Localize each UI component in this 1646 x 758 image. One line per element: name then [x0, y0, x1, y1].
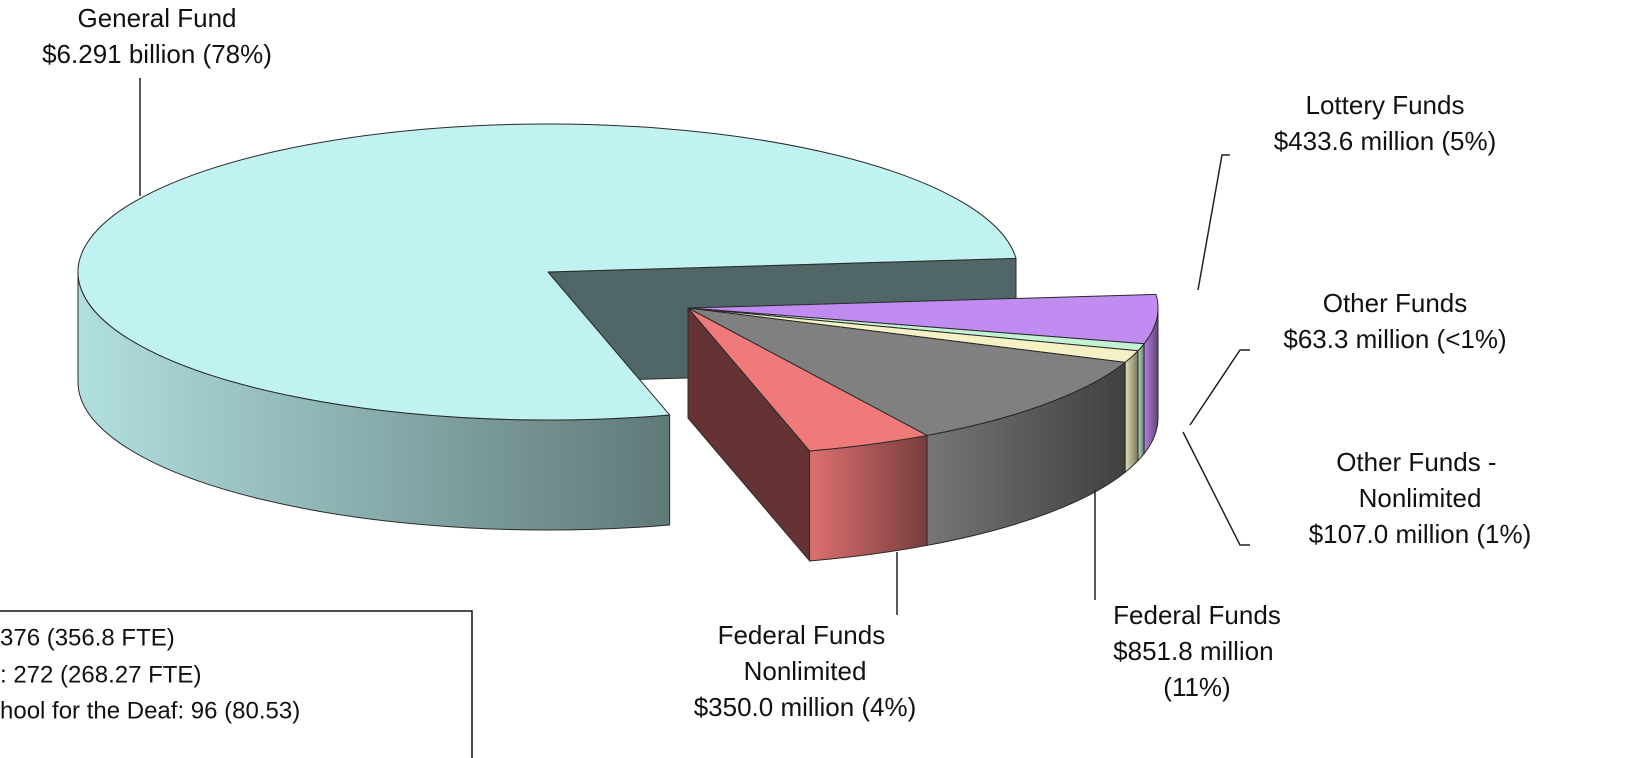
slice-label: Lottery Funds: [1306, 90, 1465, 120]
slice-value-label: $6.291 billion (78%): [42, 39, 272, 69]
slice-value-label: $107.0 million (1%): [1309, 519, 1532, 549]
note-frame: [0, 610, 473, 758]
slice-value-label: $433.6 million (5%): [1274, 126, 1497, 156]
slice-side: [1124, 350, 1139, 473]
slice-label: Other Funds: [1323, 288, 1468, 318]
pie: [77, 123, 1159, 562]
slice-top: [687, 293, 1159, 345]
note-line: hool for the Deaf: 96 (80.53): [0, 697, 300, 724]
leader-line: [1182, 431, 1250, 546]
labels: General Fund $6.291 billion (78%) Lottery …: [42, 3, 1531, 722]
slice-value-label: $63.3 million (<1%): [1283, 324, 1506, 354]
slice-label: Other Funds - Nonlimited: [1336, 447, 1504, 513]
note-box: 376 (356.8 FTE) : 272 (268.27 FTE) hool …: [0, 610, 473, 758]
leader-line: [1197, 154, 1230, 291]
slice-top: [77, 123, 1017, 421]
leader-line: [1189, 349, 1250, 426]
note-line: : 272 (268.27 FTE): [0, 661, 201, 688]
slice-value-label: $350.0 million (4%): [694, 692, 917, 722]
slice: [687, 307, 928, 562]
slice-label: Federal Funds: [1113, 600, 1281, 630]
note-line: 376 (356.8 FTE): [0, 624, 175, 651]
slice-label: General Fund: [78, 3, 237, 33]
slice-value-label: $851.8 million (11%): [1113, 636, 1281, 702]
slice-top: [687, 307, 928, 452]
slice-side: [1137, 343, 1145, 462]
slice-top: [687, 307, 1126, 436]
slice-side: [809, 434, 928, 562]
slice-label: Federal Funds Nonlimited: [718, 620, 893, 686]
